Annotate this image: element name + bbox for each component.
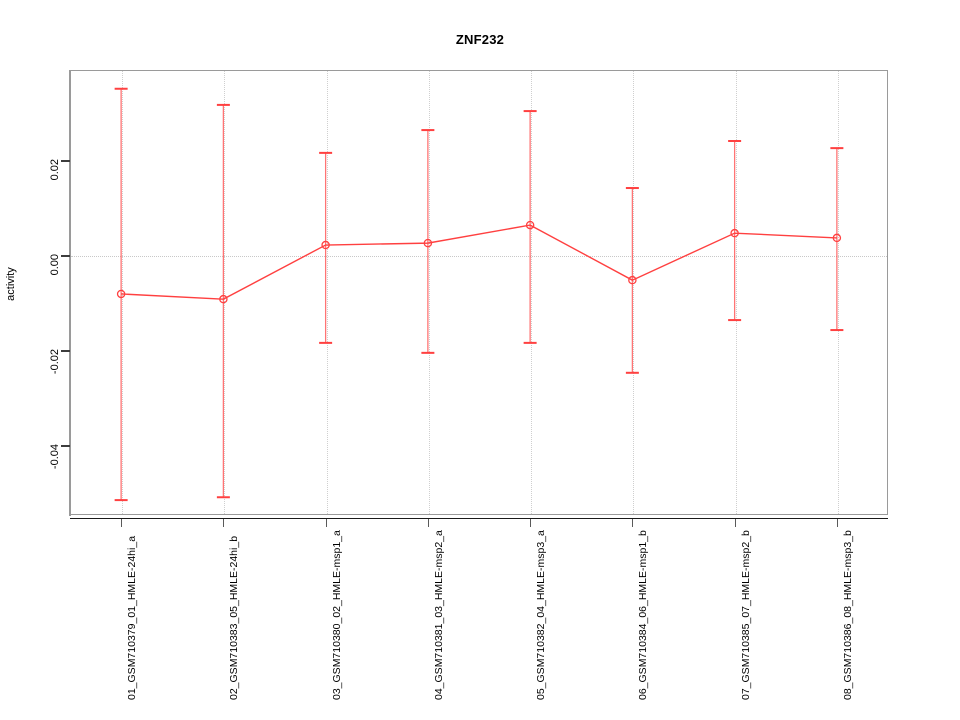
y-tick-label: 0.02 — [49, 159, 61, 181]
plot-area — [70, 70, 888, 515]
x-gridline — [224, 71, 226, 514]
x-tick-mark — [836, 519, 838, 527]
x-axis-line — [70, 518, 888, 519]
x-tick-label: 05_GSM710382_04_HMLE-msp3_a — [535, 530, 548, 700]
x-tick-mark — [223, 519, 225, 527]
x-gridline — [531, 71, 533, 514]
x-tick-mark — [632, 519, 634, 527]
x-tick-label: 04_GSM710381_03_HMLE-msp2_a — [432, 530, 445, 700]
x-tick-label: 06_GSM710384_06_HMLE-msp1_b — [637, 530, 650, 700]
x-gridline — [122, 71, 124, 514]
page-title: ZNF232 — [455, 32, 505, 47]
y-tick-mark — [61, 445, 70, 447]
x-tick-label: 08_GSM710386_08_HMLE-msp3_b — [841, 530, 854, 700]
x-tick-mark — [427, 519, 429, 527]
x-tick-mark — [530, 519, 532, 527]
y-tick-label: -0.04 — [49, 444, 61, 470]
plot-inner — [71, 71, 887, 514]
x-gridline — [735, 71, 738, 514]
x-tick-label: 02_GSM710383_05_HMLE-24hi_b — [228, 535, 241, 700]
y-axis-title: activity — [4, 267, 17, 301]
x-gridline — [326, 71, 329, 514]
x-gridline — [633, 71, 635, 514]
x-tick-label: 03_GSM710380_02_HMLE-msp1_a — [330, 530, 343, 700]
x-tick-mark — [734, 519, 736, 527]
y-tick-label: -0.02 — [49, 349, 61, 375]
y-axis-line — [69, 70, 71, 516]
y-tick-label: 0.00 — [49, 254, 61, 276]
y-tick-mark — [61, 350, 70, 352]
x-gridline — [837, 71, 840, 514]
x-tick-mark — [121, 519, 123, 527]
y-tick-mark — [61, 160, 70, 162]
y-tick-mark — [61, 255, 70, 257]
x-tick-mark — [325, 519, 327, 527]
zero-reference-line — [71, 256, 887, 258]
x-tick-label: 01_GSM710379_01_HMLE-24hi_a — [126, 535, 139, 700]
x-tick-label: 07_GSM710385_07_HMLE-msp2_b — [739, 530, 752, 700]
x-gridline — [428, 71, 431, 514]
